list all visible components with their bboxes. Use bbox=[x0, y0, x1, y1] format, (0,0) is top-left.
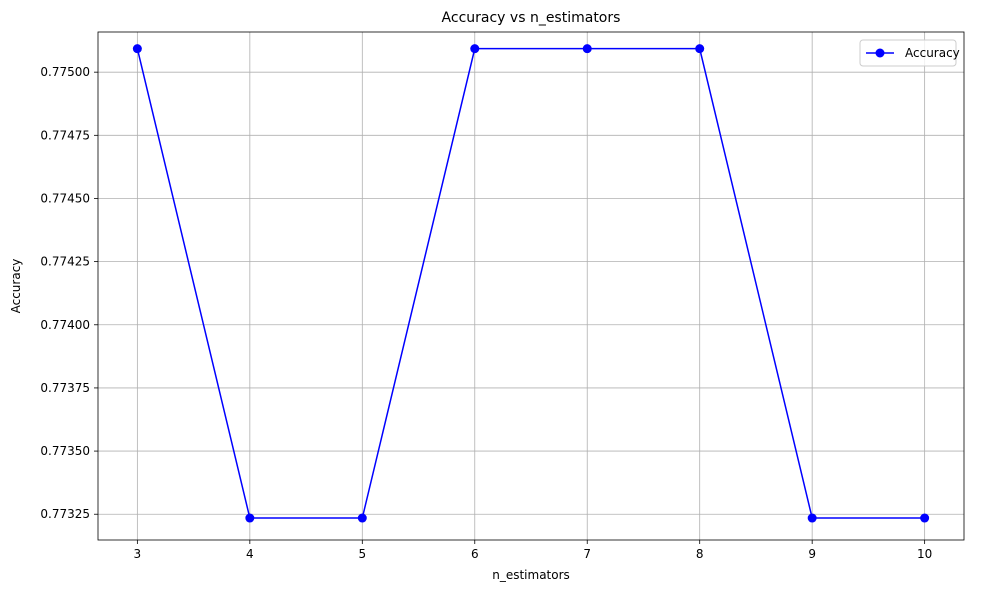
y-tick-label: 0.77325 bbox=[40, 507, 90, 521]
series-line-accuracy bbox=[136, 47, 925, 519]
x-tick-label: 10 bbox=[917, 547, 932, 561]
x-tick-label: 9 bbox=[808, 547, 816, 561]
x-axis-label: n_estimators bbox=[492, 568, 570, 582]
chart-title: Accuracy vs n_estimators bbox=[442, 10, 621, 26]
y-axis-label: Accuracy bbox=[9, 259, 23, 314]
x-tick-label: 5 bbox=[358, 547, 366, 561]
y-tick-label: 0.77450 bbox=[40, 191, 90, 205]
grid-lines bbox=[98, 32, 964, 540]
x-tick-label: 7 bbox=[583, 547, 591, 561]
data-point bbox=[582, 44, 592, 54]
x-tick-label: 6 bbox=[471, 547, 479, 561]
y-tick-label: 0.77475 bbox=[40, 128, 90, 142]
legend: Accuracy bbox=[859, 39, 960, 67]
legend-label-accuracy: Accuracy bbox=[905, 46, 960, 60]
x-tick-label: 4 bbox=[246, 547, 254, 561]
series-group bbox=[132, 44, 930, 523]
data-point bbox=[470, 44, 480, 54]
y-tick-label: 0.77500 bbox=[40, 65, 90, 79]
y-tick-label: 0.77400 bbox=[40, 318, 90, 332]
data-point bbox=[245, 513, 255, 523]
data-point bbox=[807, 513, 817, 523]
x-tick-label: 8 bbox=[696, 547, 704, 561]
x-tick-label: 3 bbox=[134, 547, 142, 561]
y-tick-label: 0.77375 bbox=[40, 381, 90, 395]
legend-box bbox=[859, 39, 957, 67]
y-tick-label: 0.77425 bbox=[40, 255, 90, 269]
data-point bbox=[920, 513, 930, 523]
plot-frame bbox=[97, 31, 965, 541]
data-point bbox=[132, 44, 142, 54]
data-point bbox=[357, 513, 367, 523]
data-point bbox=[695, 44, 705, 54]
x-axis-ticks: 3 4 5 6 7 8 9 10 bbox=[134, 540, 932, 561]
y-tick-label: 0.77350 bbox=[40, 444, 90, 458]
legend-marker-swatch bbox=[875, 48, 885, 58]
y-axis-ticks: 0.77325 0.77350 0.77375 0.77400 0.77425 0.774… bbox=[40, 65, 98, 521]
